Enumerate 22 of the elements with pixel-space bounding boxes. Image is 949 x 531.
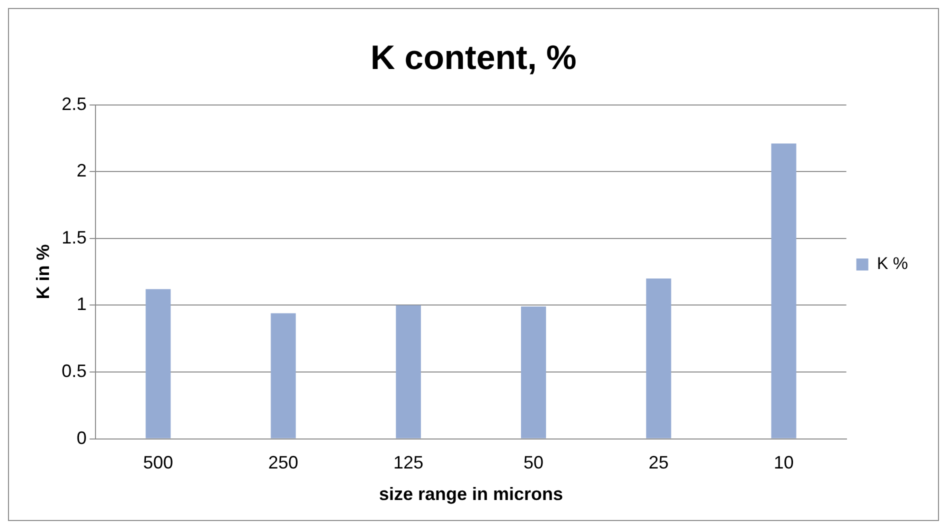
y-axis-title: K in %: [32, 244, 53, 300]
y-tick-label: 2: [76, 160, 87, 181]
x-tick-label: 500: [143, 452, 174, 473]
y-tick-label: 1: [76, 294, 87, 314]
y-tick-label: 1.5: [62, 227, 87, 248]
bar: [146, 289, 171, 438]
x-tick-label: 50: [524, 452, 544, 473]
bar: [646, 278, 672, 438]
legend-label: K %: [876, 254, 908, 274]
x-tick-label: 10: [774, 452, 794, 473]
y-tick-label: 2.5: [62, 94, 87, 114]
y-tick-label: 0: [76, 428, 87, 448]
x-tick-label: 25: [648, 452, 669, 473]
x-axis-title: size range in microns: [378, 484, 564, 504]
bar: [396, 305, 421, 438]
x-tick-label: 250: [268, 452, 298, 473]
chart-title: K content, %: [370, 38, 576, 77]
x-tick-label: 125: [393, 452, 424, 473]
bar: [771, 144, 796, 438]
y-tick-label: 0.5: [62, 360, 87, 381]
bar: [521, 306, 546, 438]
bar: [270, 313, 296, 438]
